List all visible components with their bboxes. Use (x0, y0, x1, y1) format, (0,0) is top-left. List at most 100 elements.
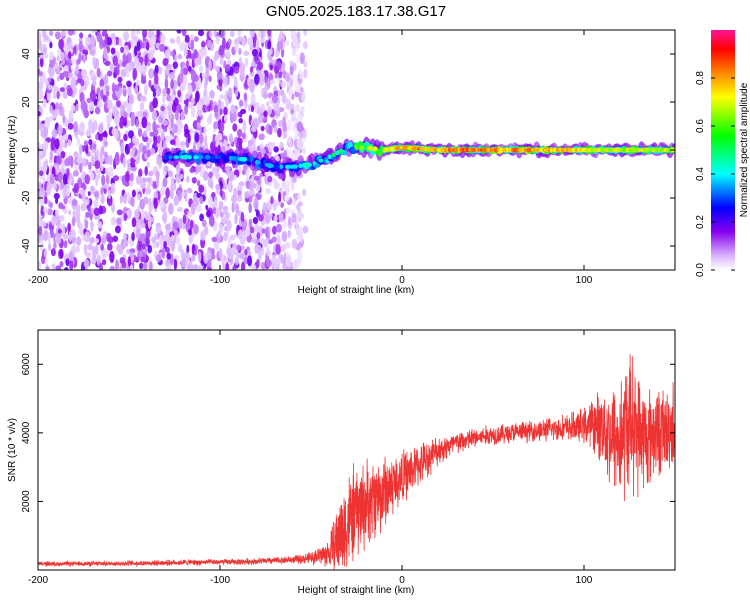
y-tick-label: 2000 (21, 490, 32, 513)
spectrogram-noise-blob (104, 35, 108, 46)
spectrogram-noise-blob (136, 110, 142, 118)
spectrogram-noise-blob (132, 135, 137, 144)
spectrogram-noise-blob (262, 202, 267, 214)
spectrogram-noise-blob (90, 220, 94, 232)
spectrogram-noise-blob (235, 89, 239, 97)
spectrogram-noise-blob (184, 34, 190, 43)
spectrogram-noise-blob (113, 84, 120, 92)
spectrogram-noise-blob (203, 253, 209, 264)
spectrogram-noise-blob (63, 240, 68, 249)
spectrogram-noise-blob (42, 98, 47, 108)
spectrogram-noise-blob (287, 230, 291, 239)
spectrogram-noise-blob (215, 35, 220, 45)
spectrogram-noise-blob (161, 247, 165, 259)
spectrogram-noise-blob (104, 151, 108, 159)
spectrogram-noise-blob (123, 193, 127, 205)
spectrogram-noise-blob (278, 212, 284, 223)
spectrogram-noise-blob (295, 103, 301, 113)
spectrogram-noise-blob (208, 215, 215, 227)
spectrogram-noise-blob (164, 223, 171, 231)
spectrogram-noise-blob (223, 106, 228, 116)
spectrogram-noise-blob (101, 156, 105, 163)
spectrogram-noise-blob (62, 114, 66, 124)
spectrogram-noise-blob (78, 40, 83, 53)
spectrogram-noise-blob (207, 40, 213, 48)
spectrogram-noise-blob (178, 72, 184, 84)
spectrogram-noise-blob (115, 63, 120, 70)
spectrogram-noise-blob (218, 133, 223, 142)
spectrogram-noise-blob (145, 41, 150, 51)
spectrogram-noise-blob (251, 48, 258, 57)
spectrogram-noise-blob (124, 65, 129, 73)
spectrogram-noise-blob (205, 204, 209, 211)
spectrogram-noise-blob (47, 231, 51, 243)
spectrogram-noise-blob (40, 56, 44, 68)
spectrogram-noise-blob (102, 30, 108, 36)
x-tick-label: -200 (28, 575, 48, 586)
spectrogram-noise-blob (270, 196, 274, 205)
spectrogram-noise-blob (239, 253, 245, 259)
spectrogram-noise-blob (128, 63, 133, 72)
spectrogram-noise-blob (269, 79, 275, 85)
spectrogram-noise-blob (122, 232, 127, 240)
spectrogram-noise-blob (241, 132, 246, 140)
spectrogram-noise-blob (106, 232, 112, 243)
spectrogram-noise-blob (89, 89, 96, 102)
spectrogram-noise-blob (95, 133, 99, 141)
spectrogram-noise-blob (182, 214, 187, 225)
spectrogram-noise-blob (55, 155, 62, 166)
spectrogram-ridge-core (206, 155, 211, 159)
spectrogram-noise-blob (92, 143, 97, 150)
spectrogram-noise-blob (200, 230, 206, 241)
spectrogram-noise-blob (250, 226, 255, 234)
spectrogram-noise-blob (175, 171, 179, 183)
spectrogram-noise-blob (234, 42, 239, 52)
spectrogram-noise-blob (288, 88, 293, 98)
spectrogram-noise-blob (116, 217, 122, 225)
spectrogram-noise-blob (86, 75, 90, 87)
spectrogram-noise-blob (225, 165, 231, 172)
spectrogram-noise-blob (57, 124, 63, 136)
spectrogram-noise-blob (127, 256, 132, 267)
spectrogram-noise-blob (231, 202, 235, 213)
spectrogram-noise-blob (147, 244, 153, 254)
spectrogram-noise-blob (123, 238, 129, 248)
spectrogram-ridge-band (270, 167, 277, 172)
spectrogram-noise-blob (166, 94, 171, 102)
spectrogram-noise-blob (43, 229, 49, 242)
spectrogram-noise-blob (81, 68, 88, 78)
spectrogram-noise-blob (292, 35, 299, 47)
spectrogram-noise-blob (152, 128, 159, 137)
spectrogram-noise-blob (105, 174, 110, 185)
spectrogram-noise-blob (51, 263, 56, 270)
spectrogram-noise-blob (126, 102, 133, 113)
spectrogram-noise-blob (53, 242, 57, 250)
spectrogram-noise-blob (113, 72, 117, 79)
spectrogram-noise-blob (218, 77, 223, 87)
spectrogram-noise-blob (148, 216, 154, 223)
spectrogram-noise-blob (259, 75, 265, 86)
spectrogram-ridge-core (419, 146, 426, 152)
spectrogram-ridge-core (187, 155, 192, 160)
spectrogram-x-label: Height of straight line (km) (298, 285, 415, 296)
spectrogram-noise-blob (237, 128, 243, 138)
spectrogram-noise-blob (136, 193, 141, 201)
spectrogram-noise-blob (211, 236, 218, 242)
spectrogram-noise-blob (88, 162, 92, 170)
x-tick-label: 0 (399, 275, 405, 286)
spectrogram-noise-blob (146, 161, 150, 168)
spectrogram-noise-blob (184, 93, 190, 100)
spectrogram-noise-blob (123, 213, 128, 222)
spectrogram-noise-blob (235, 203, 240, 214)
spectrogram-noise-blob (237, 111, 242, 118)
spectrogram-noise-blob (98, 205, 103, 215)
spectrogram-noise-blob (61, 58, 66, 65)
spectrogram-noise-blob (119, 194, 123, 204)
spectrogram-noise-blob (39, 187, 46, 199)
spectrogram-noise-blob (96, 67, 101, 78)
spectrogram-noise-blob (264, 227, 269, 238)
spectrogram-noise-blob (67, 155, 74, 166)
spectrogram-noise-blob (261, 228, 266, 234)
spectrogram-noise-blob (269, 64, 273, 71)
spectrogram-noise-blob (195, 266, 199, 270)
